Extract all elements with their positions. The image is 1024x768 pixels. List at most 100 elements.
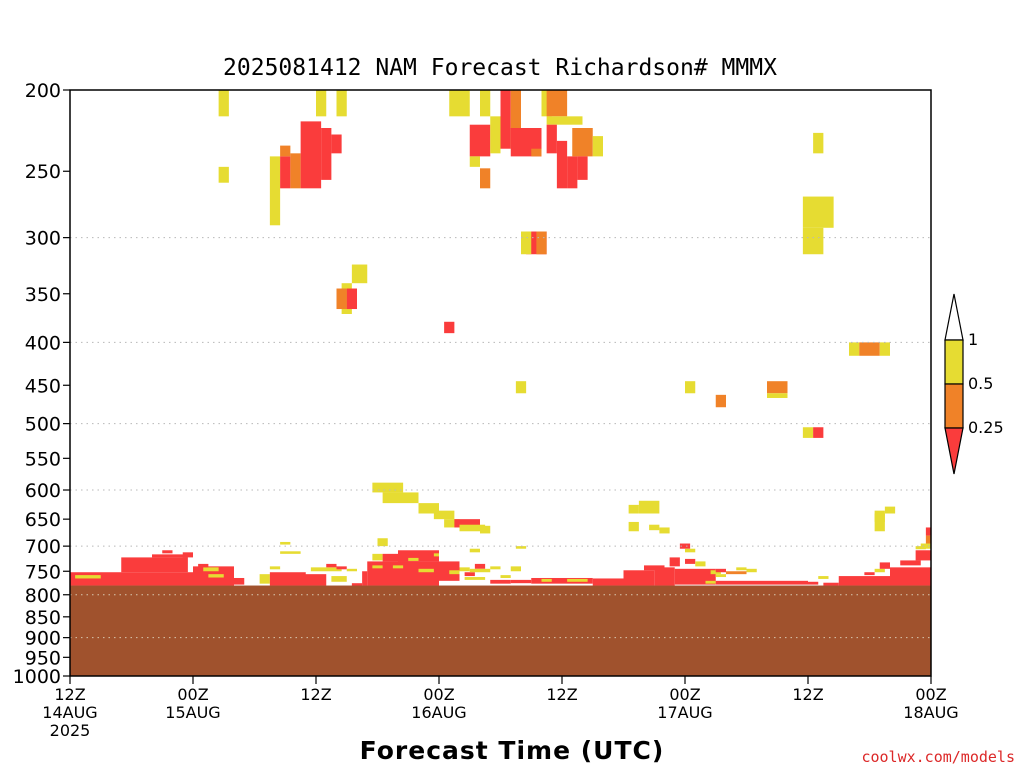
ri-cell [290,574,327,586]
x-tick-label: 15AUG [165,703,220,722]
ri-cell [736,567,747,571]
ri-cell [726,571,747,575]
terrain-fill [70,585,931,676]
ri-cell [623,570,655,586]
ri-cell [685,548,696,553]
y-tick-label: 350 [25,284,61,306]
ri-cell [510,566,521,572]
ri-cell [351,264,368,284]
ri-cell [679,543,691,549]
ri-cell [577,156,588,180]
ri-cell [351,583,363,587]
ri-cell [849,342,860,356]
x-tick-label: 14AUG [42,703,97,722]
ri-cell [813,427,824,438]
ri-cell [469,124,491,157]
ri-cell [490,579,511,584]
y-tick-label: 900 [25,628,61,650]
ri-cell [280,551,301,554]
ri-cell [802,196,834,228]
y-tick-label: 450 [25,375,61,397]
ri-cell [336,566,347,570]
ri-cell [408,557,419,561]
ri-cell [310,567,342,572]
ri-cell [321,127,332,180]
y-tick-label: 600 [25,480,61,502]
ri-cell [572,127,593,157]
y-tick-label: 300 [25,228,61,250]
ri-cell [70,572,193,586]
ri-cell [808,581,819,585]
ri-cell [326,563,337,568]
ri-cell [280,541,291,545]
legend-swatch [944,427,964,475]
ri-cell [121,557,188,573]
ri-cell [418,503,439,514]
ri-cell [746,568,757,573]
ri-cell [500,575,511,578]
ri-cell [490,566,501,570]
x-tick-label: 17AUG [657,703,712,722]
ri-cell [316,90,327,117]
ri-cell [280,145,291,157]
ri-cell [269,156,281,226]
ri-cell [377,538,388,547]
ri-cell [925,535,931,544]
ri-cell [203,567,219,572]
ri-cell [915,550,931,561]
ri-cell [198,563,209,568]
y-tick-label: 800 [25,585,61,607]
ri-cell [592,578,624,586]
y-tick-label: 700 [25,536,61,558]
color-legend: 1 0.5 0.25 [944,293,1004,475]
ri-cell [536,231,547,255]
ri-cell [331,576,347,582]
ri-cell [531,577,593,584]
legend-swatch [944,293,964,341]
ri-cell [567,578,588,582]
legend-swatch [944,339,964,385]
ri-cell [280,156,291,189]
ri-cell [464,577,486,580]
ri-cell [398,550,439,562]
ri-cell [915,546,926,550]
y-tick-label: 250 [25,161,61,183]
ri-cell [474,563,486,569]
ri-cell [515,381,527,394]
ri-cell [469,568,491,573]
ri-cell [705,580,716,584]
ri-cell [802,227,824,255]
ri-cell [859,342,880,356]
ri-cell [890,567,931,586]
x-tick-label: 00Z [669,685,700,704]
ri-cell [900,560,921,566]
ri-cell [367,561,439,586]
ri-cell [685,558,696,564]
ri-cell [521,231,532,255]
ri-cell [669,557,680,567]
legend-swatch [944,383,964,429]
ri-cell [490,116,501,154]
ri-cell [715,574,726,578]
ri-cell [874,513,885,532]
ri-cell [454,519,480,528]
ri-cell [695,561,706,567]
x-tick-label: 00Z [915,685,946,704]
ri-cell [567,156,578,189]
x-tick-label: 2025 [50,721,91,740]
y-tick-label: 1000 [13,666,61,688]
ri-cell [925,527,931,536]
ri-cell [433,553,439,557]
ri-cell [392,565,404,569]
x-tick-label: 12Z [792,685,823,704]
ri-cell [864,572,875,576]
ri-cell [449,570,460,575]
ri-cell [464,572,475,577]
chart-title: 2025081412 NAM Forecast Richardson# MMMX [223,55,777,81]
ri-cell [75,575,101,579]
ri-cell [628,521,639,532]
ri-cell [290,153,301,189]
ri-cell [838,576,901,586]
y-tick-label: 750 [25,561,61,583]
